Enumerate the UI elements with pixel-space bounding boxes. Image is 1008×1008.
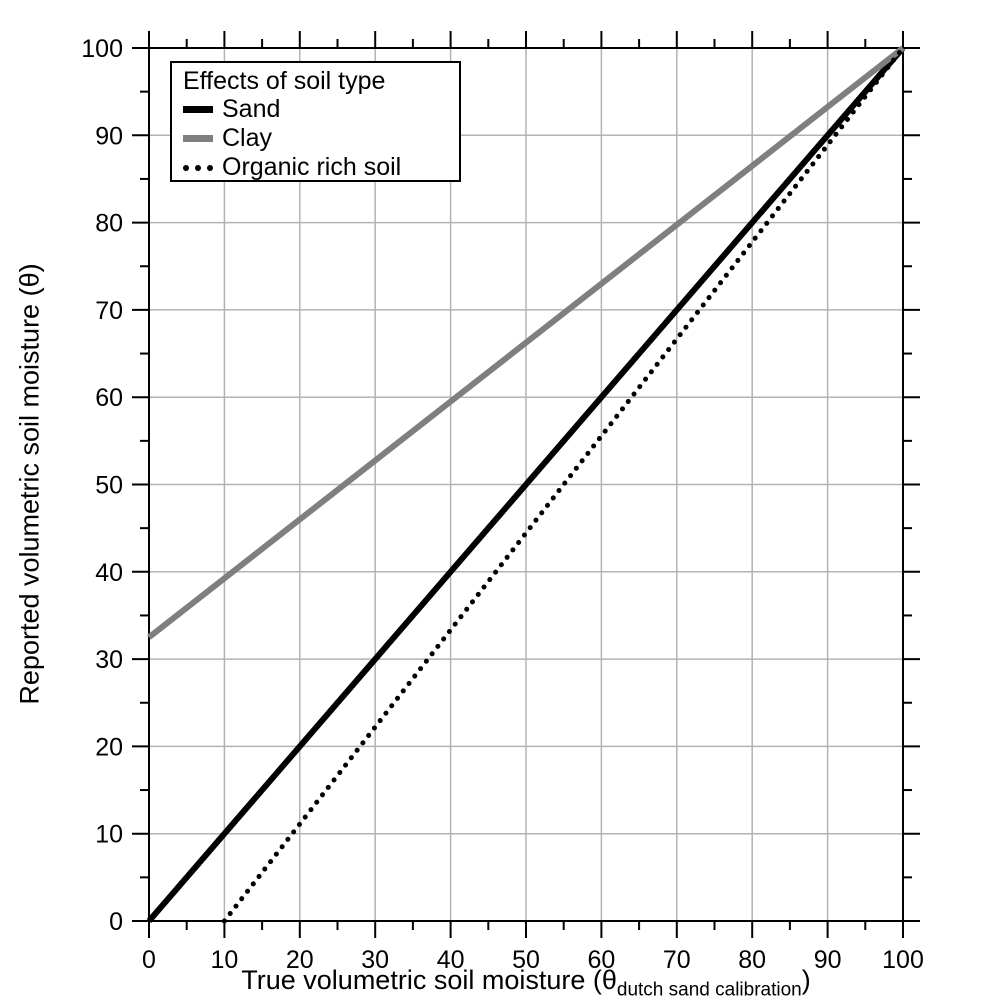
legend-label: Organic rich soil [222,153,402,181]
x-axis-title-main: True volumetric soil moisture (θ [241,965,617,995]
legend-label: Sand [222,95,281,123]
legend-sample-sand-line [183,106,213,113]
legend-dot [195,164,201,171]
x-tick-label: 10 [210,946,238,974]
legend-dot [207,164,213,171]
x-tick-label: 50 [512,946,540,974]
x-tick-label: 20 [286,946,314,974]
legend-sample-organic-dots [183,164,213,171]
y-tick-label: 90 [95,122,123,150]
x-tick-label: 0 [142,946,156,974]
x-tick-label: 40 [437,946,465,974]
y-tick-label: 30 [95,646,123,674]
x-tick-label: 70 [663,946,691,974]
y-tick-label: 20 [95,733,123,761]
y-axis-title: Reported volumetric soil moisture (θ) [14,263,45,705]
x-tick-label: 80 [738,946,766,974]
legend: Effects of soil type Sand Clay Organic r… [170,61,461,182]
x-tick-label: 60 [587,946,615,974]
series-line-organic-rich-soil [221,45,906,924]
y-tick-label: 80 [95,210,123,238]
y-tick-label: 0 [109,908,123,936]
x-tick-label: 30 [361,946,389,974]
y-tick-label: 100 [81,35,123,63]
legend-item-organic: Organic rich soil [183,153,459,182]
y-tick-label: 40 [95,559,123,587]
x-axis-title: True volumetric soil moisture (θdutch sa… [241,965,811,999]
legend-label: Clay [222,124,273,152]
legend-dot [183,164,189,171]
y-tick-label: 10 [95,821,123,849]
x-axis-title-subscript: dutch sand calibration [616,979,802,1001]
legend-item-clay: Clay [183,124,459,153]
legend-title: Effects of soil type [183,67,386,95]
x-axis-title-suffix: ) [801,965,811,995]
series-line-sand [146,46,906,923]
series-line-clay [147,45,905,640]
y-tick-label: 60 [95,384,123,412]
legend-sample-clay-line [183,135,213,142]
legend-item-sand: Sand [183,95,459,124]
y-tick-label: 70 [95,297,123,325]
y-tick-label: 50 [95,472,123,500]
x-tick-label: 90 [814,946,842,974]
x-tick-label: 100 [882,946,924,974]
